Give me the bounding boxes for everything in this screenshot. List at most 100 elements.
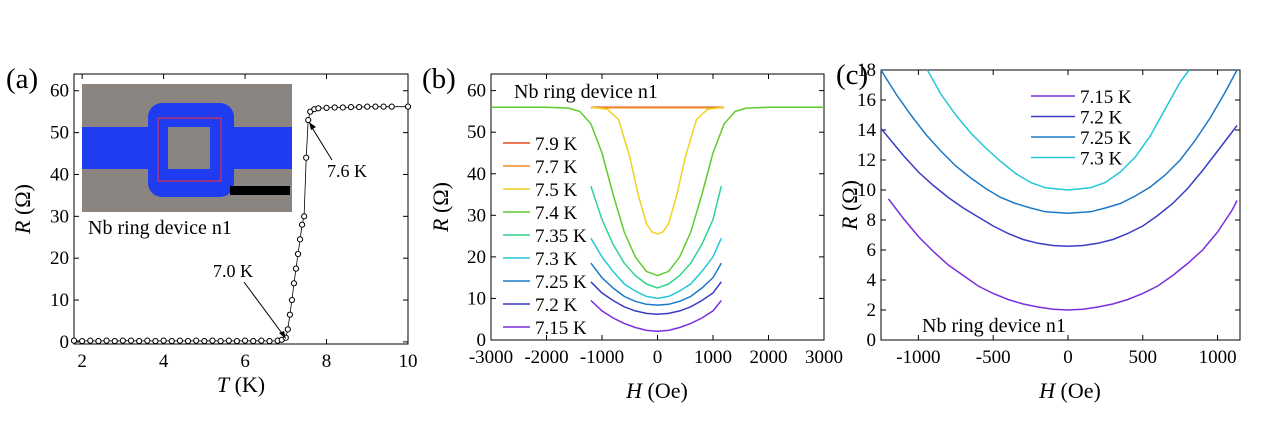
y-tick-label: 30 <box>467 205 486 226</box>
data-point <box>315 105 322 112</box>
inset-image <box>82 84 292 212</box>
data-point <box>176 337 184 344</box>
annotation-7-6K: 7.6 K <box>327 161 367 181</box>
scale-bar <box>230 186 290 195</box>
x-tick-label: 0 <box>1063 347 1073 368</box>
panel-a-ylabel: R (Ω) <box>10 184 35 235</box>
data-point <box>356 103 363 111</box>
y-tick-label: 50 <box>50 123 69 144</box>
data-point <box>127 337 135 344</box>
data-point <box>266 337 273 345</box>
y-tick-label: 10 <box>857 180 876 201</box>
panel-b-label: (b) <box>422 63 456 95</box>
panel-b-inner-title: Nb ring device n1 <box>514 81 658 103</box>
inset-label: Nb ring device n1 <box>88 217 232 239</box>
y-tick-label: 4 <box>867 270 877 291</box>
data-point <box>233 337 241 345</box>
series-line-725 <box>880 69 1238 215</box>
legend-label: 7.4 K <box>535 203 578 224</box>
x-tick-label: 6 <box>240 351 250 372</box>
x-tick-label: -2000 <box>524 347 568 368</box>
y-tick-label: 0 <box>867 330 877 351</box>
data-point <box>404 103 412 110</box>
annotation-arrowhead-7-0K <box>279 331 286 339</box>
data-point <box>323 104 330 112</box>
x-tick-label: 0 <box>653 347 663 368</box>
x-tick-label: -500 <box>976 347 1011 368</box>
annotation-arrow-7-0K <box>243 281 285 337</box>
y-tick-label: 40 <box>50 164 69 185</box>
data-point <box>372 103 379 110</box>
data-point <box>193 337 200 344</box>
series-line-725 <box>590 262 722 306</box>
panel-c-ylabel: R (Ω) <box>837 180 862 231</box>
x-tick-label: 1000 <box>694 347 732 368</box>
ring-highlight-box <box>157 117 222 182</box>
data-point <box>298 221 306 228</box>
panel-c-label: (c) <box>836 59 868 91</box>
data-point <box>380 103 387 110</box>
data-point <box>111 337 118 345</box>
data-point <box>290 280 298 287</box>
series-line-75 <box>590 106 725 235</box>
panel-b-ylabel: R (Ω) <box>428 182 453 233</box>
panel-c: (c) -1000 -500 0 500 1000 0 2 4 6 8 10 12 14 16 18 7.1… <box>836 59 1241 403</box>
y-tick-label: 6 <box>867 240 877 261</box>
y-tick-label: 20 <box>50 248 69 269</box>
data-point <box>258 337 265 344</box>
ring-right-arm <box>230 127 292 169</box>
y-tick-label: 0 <box>60 332 70 353</box>
legend-label: 7.9 K <box>535 134 578 155</box>
ring-left-arm <box>82 127 152 169</box>
data-point <box>294 250 302 258</box>
data-point <box>136 337 143 345</box>
panel-b-xlabel: H (Oe) <box>625 378 688 403</box>
data-point <box>388 103 395 110</box>
legend-label: 7.7 K <box>535 157 578 178</box>
annotation-arrowhead-7-6K <box>309 122 316 130</box>
legend-label: 7.15 K <box>1080 87 1132 108</box>
panel-a-label: (a) <box>6 63 38 95</box>
data-point <box>305 116 312 124</box>
series-line-72 <box>880 125 1238 248</box>
y-tick-label: 10 <box>467 288 486 309</box>
annotation-7-0K: 7.0 K <box>213 261 253 281</box>
data-point <box>144 337 151 344</box>
data-point <box>364 103 371 110</box>
data-point <box>284 326 291 333</box>
legend-label: 7.2 K <box>1080 108 1123 129</box>
y-tick-label: 60 <box>50 81 69 102</box>
series-line-715 <box>887 198 1238 311</box>
legend-label: 7.3 K <box>535 249 578 270</box>
y-tick-label: 16 <box>857 90 876 111</box>
panel-c-inner-title: Nb ring device n1 <box>922 315 1066 337</box>
x-tick-label: 2 <box>77 351 87 372</box>
y-tick-label: 60 <box>467 81 486 102</box>
panel-a: (a) 2 4 6 8 10 0 10 20 30 40 50 60 Nb ring device n… <box>6 63 418 397</box>
data-point <box>331 104 338 111</box>
data-point <box>347 103 355 111</box>
data-point <box>292 265 300 272</box>
data-point <box>201 337 208 345</box>
data-point <box>217 337 224 345</box>
legend-label: 7.15 K <box>535 318 587 339</box>
y-tick-label: 40 <box>467 164 486 185</box>
y-tick-label: 20 <box>467 247 486 268</box>
data-point <box>303 154 310 161</box>
y-tick-label: 30 <box>50 206 69 227</box>
x-tick-label: 3000 <box>805 347 843 368</box>
data-point <box>79 337 86 345</box>
legend-label: 7.25 K <box>1080 128 1132 149</box>
legend-label: 7.2 K <box>535 295 578 316</box>
data-point <box>209 337 216 344</box>
ring-hole <box>168 127 210 169</box>
y-tick-label: 2 <box>867 300 877 321</box>
data-point <box>339 104 346 111</box>
data-point <box>119 337 126 344</box>
legend-label: 7.35 K <box>535 226 587 247</box>
panel-c-frame <box>880 69 1241 341</box>
x-tick-label: 4 <box>159 351 169 372</box>
annotation-arrow-7-6K <box>310 125 333 161</box>
data-point <box>301 213 308 220</box>
